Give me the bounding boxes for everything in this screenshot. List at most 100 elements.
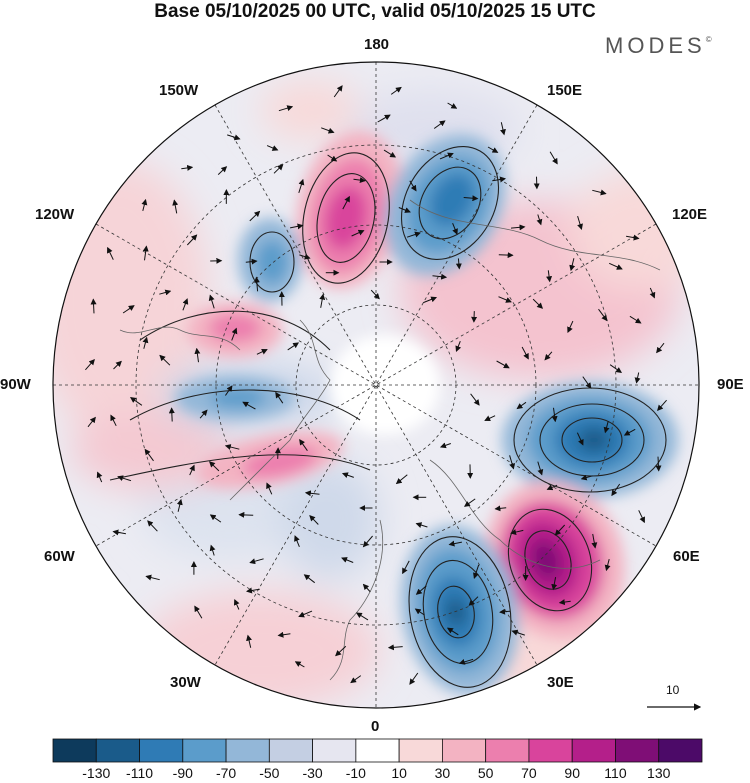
wind-vector xyxy=(657,399,667,412)
wind-vector xyxy=(496,360,510,369)
wind-vector xyxy=(144,448,154,462)
wind-vector xyxy=(189,464,195,476)
modes-logo: MODES© xyxy=(605,33,712,59)
wind-vector xyxy=(107,246,114,260)
wind-vector xyxy=(487,146,499,153)
wind-vector xyxy=(112,529,126,536)
colorbar-tick-label: 30 xyxy=(435,765,451,781)
wind-vector xyxy=(494,505,507,512)
wind-vector xyxy=(551,407,558,423)
wind-vector xyxy=(335,645,347,657)
wind-vector xyxy=(448,540,462,547)
wind-vector xyxy=(333,85,343,98)
colorbar-swatch xyxy=(571,738,616,763)
colorbar-tick-label: -110 xyxy=(126,765,153,781)
wind-vector xyxy=(277,631,291,638)
wind-vector xyxy=(569,258,576,272)
wind-vector xyxy=(142,245,149,261)
colorbar-tick-label: -30 xyxy=(302,765,322,781)
wind-vector xyxy=(649,287,656,299)
wind-vector xyxy=(510,224,526,231)
colorbar-swatch xyxy=(615,738,660,763)
colorbar-swatch xyxy=(398,738,443,763)
wind-vector xyxy=(217,166,228,175)
wind-vector xyxy=(256,349,268,355)
wind-vector xyxy=(395,474,408,485)
wind-vector xyxy=(402,560,410,575)
wind-vector xyxy=(129,397,143,406)
wind-vector xyxy=(415,522,428,528)
wind-vector xyxy=(592,189,607,196)
wind-vector xyxy=(439,152,454,160)
wind-vector xyxy=(90,298,97,314)
wind-vector xyxy=(141,198,148,212)
wind-vector xyxy=(623,428,636,436)
wind-vector xyxy=(327,154,338,162)
wind-vector xyxy=(355,612,369,621)
wind-vector xyxy=(458,658,474,665)
colorbar-tick-label: 90 xyxy=(564,765,580,781)
wind-vector xyxy=(580,474,593,481)
wind-vector xyxy=(598,308,608,322)
wind-vector xyxy=(182,298,189,311)
wind-vector xyxy=(350,675,362,684)
wind-vector xyxy=(546,484,558,491)
wind-vector xyxy=(294,661,305,668)
lon-label-60w: 60W xyxy=(44,548,75,565)
lon-label-30w: 30W xyxy=(170,674,201,691)
wind-vector xyxy=(249,210,261,222)
wind-vector xyxy=(194,347,201,363)
wind-vector xyxy=(406,231,421,238)
wind-vector xyxy=(319,293,326,308)
wind-vector xyxy=(629,315,642,324)
wind-vector xyxy=(303,574,316,584)
wind-vector xyxy=(577,215,583,230)
colorbar-swatch xyxy=(441,738,487,763)
wind-vector xyxy=(294,535,300,547)
colorbar-tick-label: -70 xyxy=(216,765,236,781)
map-field xyxy=(53,62,699,708)
lon-label-90w: 90W xyxy=(0,376,31,393)
wind-vector xyxy=(409,672,419,685)
wind-vector xyxy=(370,289,380,300)
wind-vector xyxy=(362,535,373,548)
wind-vector xyxy=(298,610,313,618)
wind-vector xyxy=(110,414,117,427)
wind-vector xyxy=(634,372,641,384)
wind-vector xyxy=(304,490,320,497)
wind-vector xyxy=(521,346,529,360)
wind-vector xyxy=(181,164,194,171)
wind-vectors xyxy=(85,85,667,685)
wind-vector xyxy=(299,438,308,451)
wind-vector xyxy=(147,520,158,532)
wind-vector xyxy=(536,214,543,226)
wind-vector xyxy=(409,180,417,192)
colorbar-tick-label: -90 xyxy=(173,765,193,781)
wind-vector xyxy=(447,102,458,109)
wind-vector xyxy=(532,298,544,309)
wind-vector xyxy=(159,289,172,296)
anomaly-shading xyxy=(175,131,678,695)
wind-vector xyxy=(656,342,665,354)
wind-vector xyxy=(159,354,171,366)
wind-vector xyxy=(309,514,319,525)
wind-vector xyxy=(224,444,240,450)
lon-label-150e: 150E xyxy=(547,82,583,99)
lon-label-120w: 120W xyxy=(35,206,75,223)
wind-vector xyxy=(168,407,175,422)
map-boundary xyxy=(52,61,700,709)
colorbar-tick-label: -130 xyxy=(82,765,110,781)
wind-vector xyxy=(342,195,350,210)
wind-vector xyxy=(554,524,566,536)
wind-vector xyxy=(510,529,524,536)
chart-title: Base 05/10/2025 00 UTC, valid 05/10/2025… xyxy=(154,1,596,22)
wind-vector xyxy=(199,409,208,419)
wind-vector xyxy=(455,341,462,353)
wind-vector xyxy=(341,557,354,563)
colorbar-swatch xyxy=(182,738,227,763)
wind-vector xyxy=(117,475,132,482)
lon-label-90e: 90E xyxy=(717,376,744,393)
colorbar-swatch xyxy=(139,738,184,763)
